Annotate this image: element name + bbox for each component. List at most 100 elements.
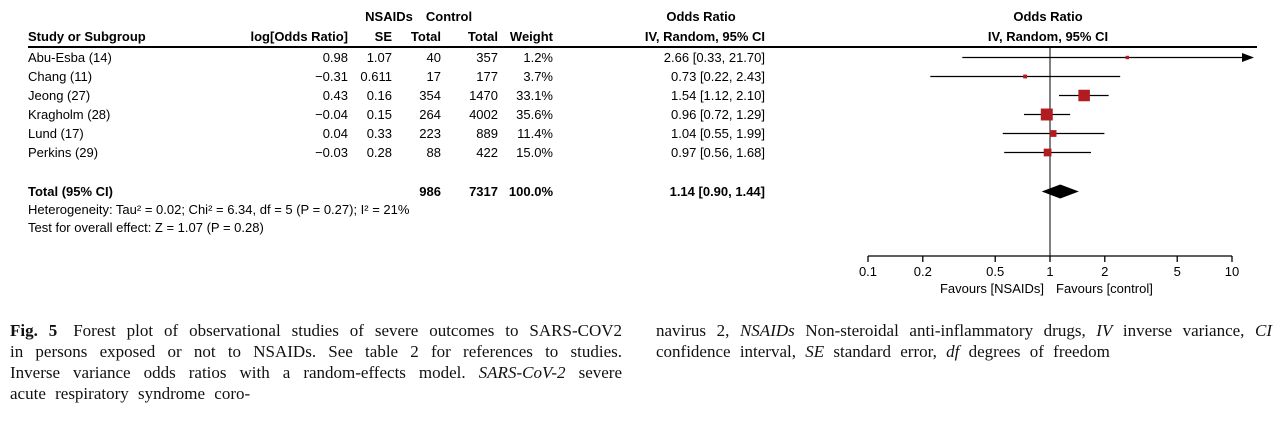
study-name-cell: Lund (17) [28, 126, 84, 141]
heterogeneity-text: Heterogeneity: Tau² = 0.02; Chi² = 6.34,… [28, 202, 410, 217]
odds-ratio-header-plot: Odds Ratio [1013, 9, 1083, 24]
caption-italic-term: SARS-CoV-2 [478, 363, 566, 382]
caption-text-segment: navirus 2, [656, 321, 740, 340]
or-ci-cell: 2.66 [0.33, 21.70] [663, 50, 765, 65]
log-or-cell: 0.04 [322, 126, 348, 141]
se-cell: 1.07 [366, 50, 392, 65]
weight-cell: 1.2% [523, 50, 553, 65]
odds-ratio-header-stats: Odds Ratio [666, 9, 736, 24]
total-label-cell: Total (95% CI) [28, 184, 113, 199]
caption-left: Fig. 5 Forest plot of observational stud… [10, 320, 622, 404]
nsaids-total-cell: 88 [426, 145, 441, 160]
weight-cell: 11.4% [517, 126, 553, 141]
empty-cell [230, 182, 348, 201]
control-total-cell: 357 [476, 50, 498, 65]
svg-text:0.5: 0.5 [986, 264, 1004, 279]
control-total-cell: 422 [476, 145, 498, 160]
control-total-cell: 7317 [469, 184, 498, 199]
caption-italic-term: df [946, 342, 960, 361]
caption-text-segment: Forest plot of observational studies of … [10, 321, 623, 382]
study-row: Lund (17) 0.04 0.33 223 889 11.4% 1.04 [… [28, 124, 765, 143]
or-ci-cell: 0.96 [0.72, 1.29] [671, 107, 765, 122]
study-name-cell: Abu-Esba (14) [28, 50, 112, 65]
nsaids-total-cell: 264 [419, 107, 441, 122]
study-row: Kragholm (28) −0.04 0.15 264 4002 35.6% … [28, 105, 765, 124]
control-total-cell: 1470 [469, 88, 498, 103]
nsaids-total-cell: 223 [419, 126, 441, 141]
caption-text-segment: inverse variance, [1112, 321, 1255, 340]
study-row: Perkins (29) −0.03 0.28 88 422 15.0% 0.9… [28, 143, 765, 162]
svg-text:0.1: 0.1 [859, 264, 877, 279]
caption-italic-term: NSAIDs [739, 321, 795, 340]
se-cell: 0.28 [366, 145, 392, 160]
log-or-cell: 0.98 [322, 50, 348, 65]
column-header-row: Study or Subgroup log[Odds Ratio] SE Tot… [28, 27, 765, 46]
weight-column-header: Weight [509, 29, 553, 44]
empty-cell [348, 182, 392, 201]
study-name-cell: Perkins (29) [28, 145, 99, 160]
caption-text-segment: standard error, [824, 342, 947, 361]
or-ci-cell: 1.14 [0.90, 1.44] [669, 184, 765, 199]
nsaids-total-cell: 986 [419, 184, 441, 199]
svg-text:2: 2 [1101, 264, 1108, 279]
caption-italic-term: SE [805, 342, 825, 361]
se-cell: 0.15 [366, 107, 392, 122]
svg-text:Favours [NSAIDs]: Favours [NSAIDs] [940, 281, 1044, 296]
nsaids-total-column-header: Total [410, 29, 441, 44]
weight-cell: 3.7% [523, 69, 553, 84]
study-row: Abu-Esba (14) 0.98 1.07 40 357 1.2% 2.66… [28, 48, 765, 67]
weight-cell: 100.0% [508, 184, 553, 199]
or-ci-cell: 0.73 [0.22, 2.43] [671, 69, 765, 84]
control-total-cell: 4002 [469, 107, 498, 122]
nsaids-total-cell: 354 [419, 88, 441, 103]
or-ci-cell: 0.97 [0.56, 1.68] [671, 145, 765, 160]
se-cell: 0.33 [366, 126, 392, 141]
group-header-nsaids: NSAIDs [365, 9, 413, 24]
or-ci-cell: 1.54 [1.12, 2.10] [671, 88, 765, 103]
study-name-cell: Kragholm (28) [28, 107, 111, 122]
weight-cell: 33.1% [516, 88, 553, 103]
caption-italic-term: CI [1255, 321, 1272, 340]
caption-right: navirus 2, NSAIDs Non-steroidal anti-inf… [656, 320, 1272, 362]
study-row: Jeong (27) 0.43 0.16 354 1470 33.1% 1.54… [28, 86, 765, 105]
se-cell: 0.16 [366, 88, 392, 103]
caption-text-segment: severe acute respiratory syndrome coro- [10, 363, 622, 403]
svg-text:5: 5 [1174, 264, 1181, 279]
study-name-cell: Chang (11) [28, 69, 93, 84]
overall-effect-text: Test for overall effect: Z = 1.07 (P = 0… [28, 220, 264, 235]
se-column-header: SE [374, 29, 392, 44]
log-or-cell: −0.31 [315, 69, 348, 84]
se-cell: 0.611 [360, 69, 392, 84]
caption-text-segment: degrees of freedom [959, 342, 1110, 361]
nsaids-total-cell: 40 [426, 50, 441, 65]
weight-cell: 15.0% [516, 145, 553, 160]
nsaids-total-cell: 17 [426, 69, 441, 84]
control-total-cell: 889 [476, 126, 498, 141]
control-total-cell: 177 [476, 69, 498, 84]
total-row: Total (95% CI) 986 7317 100.0% 1.14 [0.9… [28, 182, 765, 201]
log-or-cell: −0.04 [315, 107, 348, 122]
study-name-cell: Jeong (27) [28, 88, 91, 103]
svg-text:0.2: 0.2 [914, 264, 932, 279]
study-column-header: Study or Subgroup [28, 29, 146, 44]
log-or-column-header: log[Odds Ratio] [250, 29, 349, 44]
caption-text-segment: confidence interval, [656, 342, 806, 361]
table-body: Abu-Esba (14) 0.98 1.07 40 357 1.2% 2.66… [28, 48, 765, 162]
caption-text-segment: Non-steroidal anti-inflammatory drugs, [794, 321, 1097, 340]
log-or-cell: 0.43 [322, 88, 348, 103]
plot-column-header: IV, Random, 95% CI [987, 29, 1109, 44]
svg-text:10: 10 [1225, 264, 1239, 279]
caption-italic-term: IV [1096, 321, 1113, 340]
group-header-control: Control [425, 9, 473, 24]
svg-text:Favours [control]: Favours [control] [1056, 281, 1153, 296]
log-or-cell: −0.03 [315, 145, 348, 160]
or-ci-column-header: IV, Random, 95% CI [644, 29, 765, 44]
header-divider [28, 46, 1257, 48]
weight-cell: 35.6% [516, 107, 553, 122]
control-total-column-header: Total [467, 29, 498, 44]
figure-label: Fig. 5 [10, 321, 58, 340]
svg-text:1: 1 [1046, 264, 1053, 279]
study-row: Chang (11) −0.31 0.611 17 177 3.7% 0.73 … [28, 67, 765, 86]
or-ci-cell: 1.04 [0.55, 1.99] [671, 126, 765, 141]
